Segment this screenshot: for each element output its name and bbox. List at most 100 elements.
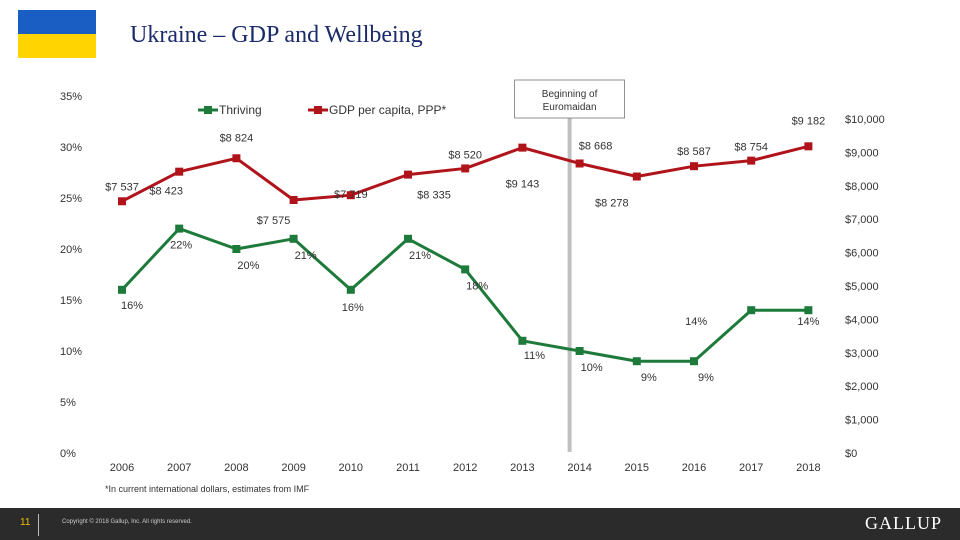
x-tick-label: 2009: [281, 462, 305, 474]
right-tick-label: $5,000: [845, 281, 879, 293]
left-tick-label: 0%: [60, 448, 76, 460]
x-tick-label: 2006: [110, 462, 134, 474]
euromaidan-annotation-text: Beginning of Euromaidan: [542, 89, 598, 113]
thriving-data-label: 16%: [342, 302, 364, 314]
gdp-data-label: $9 182: [792, 115, 826, 127]
thriving-data-label: 14%: [685, 316, 707, 328]
thriving-point: [747, 306, 756, 315]
right-tick-label: $1,000: [845, 415, 879, 427]
x-tick-label: 2017: [739, 462, 763, 474]
right-tick-label: $3,000: [845, 348, 879, 360]
thriving-data-label: 18%: [466, 280, 488, 292]
x-tick-label: 2012: [453, 462, 477, 474]
gdp-data-label: $8 754: [734, 142, 768, 154]
left-tick-label: 15%: [60, 295, 82, 307]
gdp-data-label: $8 824: [220, 132, 254, 144]
gdp-point: [804, 142, 813, 151]
thriving-data-label: 11%: [524, 350, 545, 362]
footer-divider: [38, 514, 39, 536]
x-tick-label: 2018: [796, 462, 820, 474]
right-tick-label: $0: [845, 448, 857, 460]
x-tick-label: 2013: [510, 462, 534, 474]
gdp-point: [118, 197, 126, 206]
flag-blue-stripe: [18, 10, 96, 34]
gdp-wellbeing-chart: 0% 5% 10% 15% 20% 25% 30% 35% $0 $1,000 $2,000 $3,…: [60, 79, 885, 494]
x-tick-label: 2010: [339, 462, 363, 474]
gdp-point: [175, 167, 184, 176]
right-tick-label: $6,000: [845, 248, 879, 260]
thriving-data-label: 21%: [295, 250, 317, 262]
gdp-data-label: $9 143: [506, 179, 540, 191]
euromaidan-marker-line: [567, 118, 572, 452]
legend-label: GDP per capita, PPP*: [329, 103, 447, 117]
gdp-point: [632, 172, 641, 181]
chart-footnote: *In current international dollars, estim…: [105, 484, 310, 494]
gdp-data-label: $7 537: [105, 181, 139, 193]
thriving-point: [289, 234, 298, 243]
x-tick-label: 2016: [682, 462, 706, 474]
thriving-point: [690, 357, 698, 366]
right-tick-label: $8,000: [845, 181, 879, 193]
thriving-line: [120, 227, 809, 363]
x-tick-label: 2011: [396, 462, 420, 474]
legend-label: Thriving: [219, 103, 262, 117]
x-tick-label: 2015: [625, 462, 649, 474]
thriving-point: [404, 234, 412, 243]
gdp-data-label: $7 719: [334, 189, 368, 201]
thriving-data-label: 14%: [797, 316, 819, 328]
x-axis: 2006 2007 2008 2009 2010 2011 2012 2013 2014 2015…: [110, 462, 821, 474]
right-tick-label: $9,000: [845, 147, 879, 159]
gdp-point: [575, 159, 584, 168]
thriving-data-label: 9%: [641, 372, 657, 384]
gdp-point: [747, 156, 756, 165]
thriving-data-label: 21%: [409, 250, 431, 262]
thriving-data-label: 20%: [237, 260, 259, 272]
thriving-point: [346, 285, 355, 294]
left-tick-label: 35%: [60, 91, 82, 103]
gdp-point: [346, 191, 355, 200]
page-number: 11: [20, 517, 31, 528]
gdp-data-label: $7 575: [257, 215, 291, 227]
x-tick-label: 2007: [167, 462, 191, 474]
left-axis: 0% 5% 10% 15% 20% 25% 30% 35%: [60, 91, 82, 460]
thriving-point: [632, 357, 641, 366]
left-tick-label: 5%: [60, 397, 76, 409]
footer-bar: 11 Copyright © 2018 Gallup, Inc. All rig…: [0, 508, 960, 540]
thriving-point: [518, 336, 527, 345]
right-tick-label: $4,000: [845, 314, 879, 326]
gdp-point: [289, 195, 298, 204]
gdp-point: [690, 162, 698, 171]
left-tick-label: 20%: [60, 244, 82, 256]
gdp-data-label: $8 520: [448, 149, 482, 161]
gdp-point: [404, 170, 412, 179]
x-tick-label: 2014: [567, 462, 591, 474]
gdp-point: [518, 143, 527, 152]
thriving-data-label: 10%: [581, 362, 603, 374]
right-axis: $0 $1,000 $2,000 $3,000 $4,000 $5,000 $6,000 $7…: [845, 114, 885, 460]
thriving-point: [804, 306, 813, 315]
right-tick-label: $7,000: [845, 214, 879, 226]
left-tick-label: 10%: [60, 346, 82, 358]
thriving-point: [118, 285, 126, 294]
legend-marker: [204, 106, 212, 114]
legend-marker: [314, 106, 322, 114]
thriving-data-label: 16%: [121, 300, 143, 312]
left-tick-label: 25%: [60, 193, 82, 205]
gdp-point: [232, 154, 241, 163]
thriving-data-label: 9%: [698, 372, 714, 384]
gdp-point: [461, 164, 470, 173]
left-tick-label: 30%: [60, 142, 82, 154]
gdp-data-label: $8 587: [677, 146, 711, 158]
gdp-data-label: $8 423: [149, 186, 183, 198]
legend: Thriving GDP per capita, PPP*: [198, 103, 447, 117]
x-tick-label: 2008: [224, 462, 248, 474]
thriving-data-label: 22%: [170, 240, 192, 252]
euromaidan-annotation-box: [514, 79, 625, 119]
right-tick-label: $2,000: [845, 381, 879, 393]
copyright-text: Copyright © 2018 Gallup, Inc. All rights…: [62, 519, 192, 525]
gdp-data-label: $8 278: [595, 198, 629, 210]
thriving-point: [232, 245, 241, 253]
gdp-data-label: $8 668: [579, 140, 613, 152]
thriving-point: [461, 265, 470, 274]
thriving-point: [175, 224, 184, 233]
